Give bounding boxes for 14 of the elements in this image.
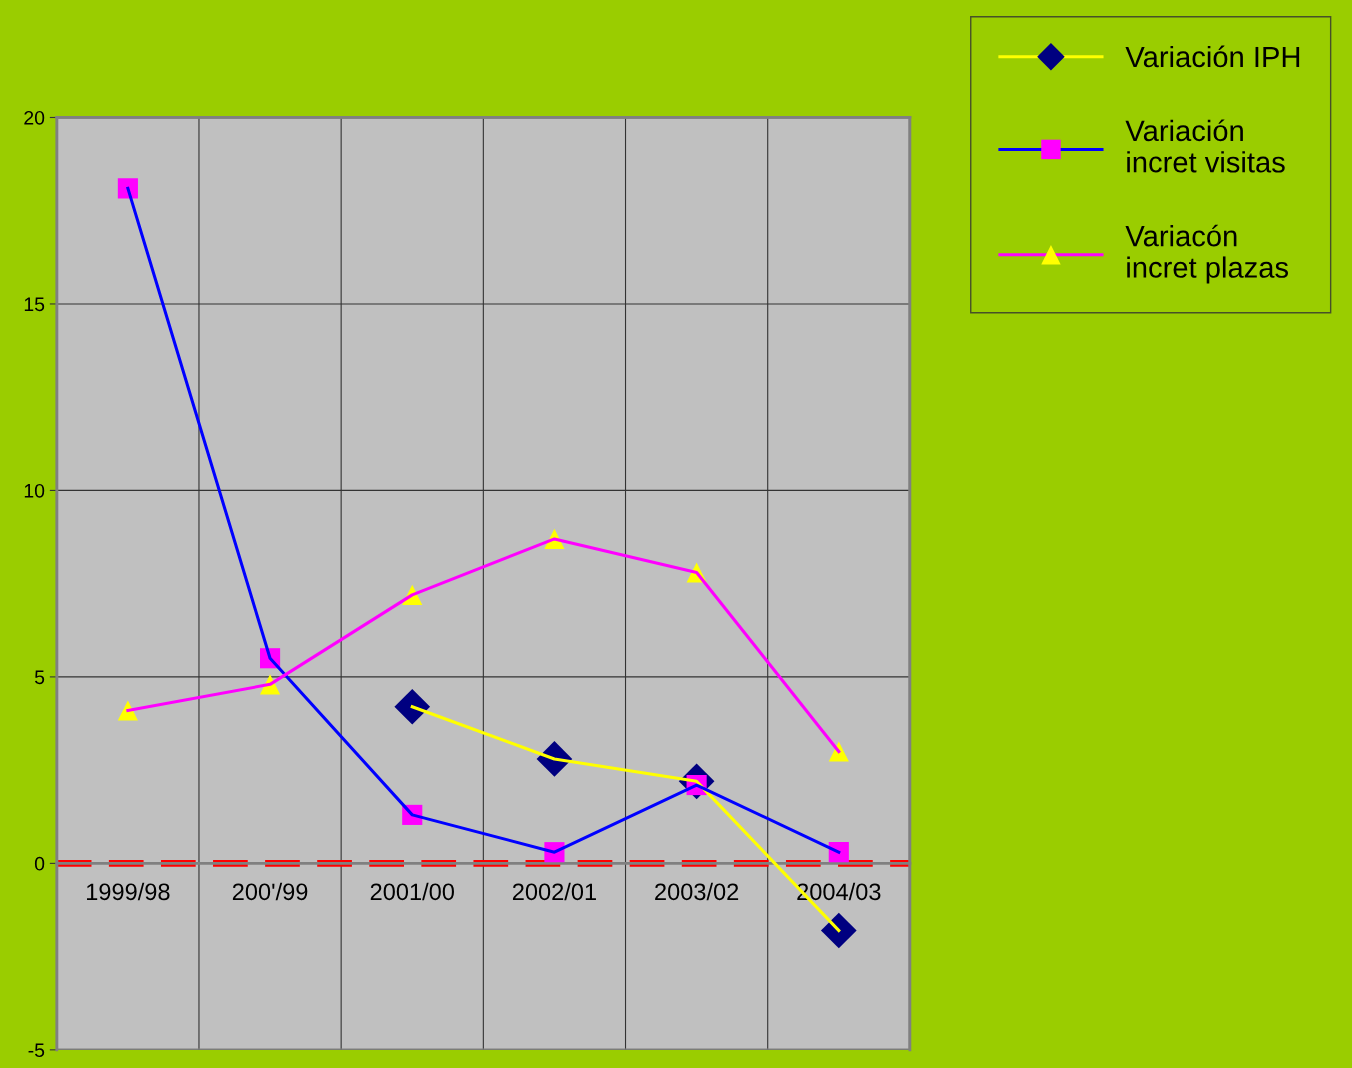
x-tick-label: 2002/01 bbox=[512, 882, 596, 901]
x-tick-label: 1999/98 bbox=[87, 882, 170, 901]
y-tick-label: 10 bbox=[24, 483, 45, 498]
legend-label: Variacón incret plazas bbox=[1125, 224, 1289, 284]
y-tick-label: 15 bbox=[24, 297, 45, 312]
x-tick-label: 2003/02 bbox=[655, 882, 739, 901]
y-tick-label: 5 bbox=[34, 670, 45, 685]
legend-label: Variación incret visitas bbox=[1125, 119, 1285, 173]
y-tick-label: 20 bbox=[24, 110, 45, 125]
y-tick-label: 0 bbox=[34, 856, 45, 871]
x-tick-label: 2001/00 bbox=[370, 882, 454, 901]
y-tick-label: -5 bbox=[28, 1043, 45, 1058]
x-tick-label: 200'/99 bbox=[232, 882, 308, 901]
legend-label: Variación IPH bbox=[1125, 45, 1300, 68]
